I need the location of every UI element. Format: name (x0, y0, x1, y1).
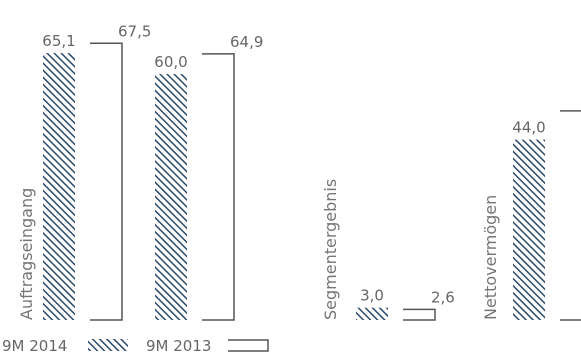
value-label: 60,0 (154, 53, 187, 71)
category-label: Nettovermögen (481, 195, 500, 320)
bar-9m-2013 (403, 308, 436, 321)
bar-9m-2014 (513, 139, 545, 320)
bars-group: Auftragseingang65,167,5Segmentumsatz60,0… (17, 22, 581, 321)
legend-label-9m-2014: 9M 2014 (2, 337, 67, 355)
value-label: 3,0 (360, 287, 384, 305)
value-label: 2,6 (431, 288, 455, 306)
bar-9m-2013 (202, 53, 235, 321)
legend-swatch-outline (228, 339, 269, 352)
bar-9m-2013 (90, 42, 123, 321)
legend: 9M 2014 9M 2013 (2, 337, 269, 355)
category-label: Auftragseingang (17, 188, 36, 320)
bar-9m-2014 (43, 53, 75, 321)
bar-9m-2014 (155, 74, 187, 320)
bar-9m-2013 (560, 110, 581, 321)
bar-9m-2014 (356, 307, 388, 320)
legend-label-9m-2013: 9M 2013 (146, 337, 211, 355)
value-label: 65,1 (42, 32, 75, 50)
value-label: 64,9 (230, 33, 263, 51)
category-label: Segmentergebnis (321, 179, 340, 320)
value-label: 44,0 (512, 119, 545, 137)
value-label: 67,5 (118, 22, 151, 40)
legend-swatch-hatched (88, 339, 128, 351)
